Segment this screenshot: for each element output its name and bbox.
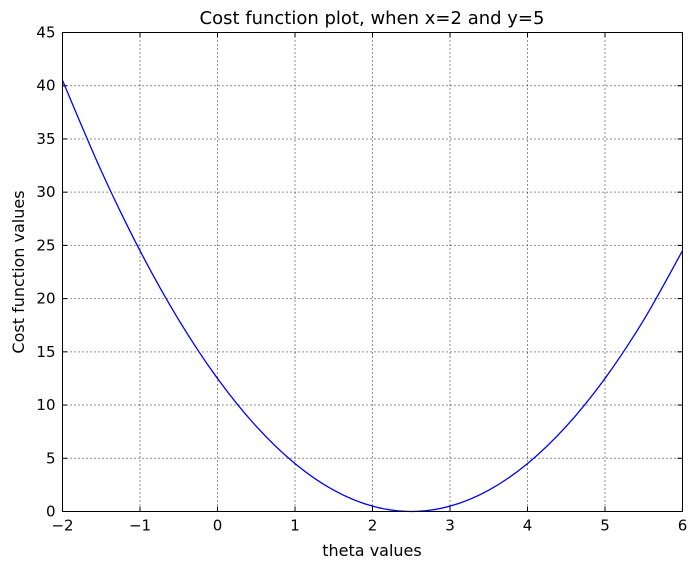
x-axis-label: theta values [322, 541, 421, 560]
x-tick-label: 5 [600, 517, 610, 535]
y-tick-label: 35 [36, 130, 55, 148]
chart-title: Cost function plot, when x=2 and y=5 [200, 8, 545, 29]
cost-curve-line [61, 80, 684, 513]
y-tick-label: 15 [36, 343, 55, 361]
axis-ticks [62, 32, 683, 512]
x-tick-label: 4 [523, 517, 533, 535]
x-tick-label: 0 [213, 517, 223, 535]
y-tick-label: 30 [36, 183, 55, 201]
x-tick-label: −1 [129, 517, 151, 535]
x-tick-label: −2 [51, 517, 73, 535]
y-axis-label: Cost function values [9, 190, 28, 353]
y-tick-label: 25 [36, 236, 55, 254]
y-tick-label: 40 [36, 77, 55, 95]
y-tick-label: 45 [36, 24, 55, 42]
x-tick-label: 1 [290, 517, 300, 535]
x-tick-labels: −2 −1 0 1 2 3 4 5 6 [51, 517, 687, 535]
y-tick-label: 0 [46, 503, 56, 521]
y-tick-label: 5 [46, 449, 56, 467]
x-tick-label: 2 [368, 517, 378, 535]
plot-frame [62, 32, 683, 512]
x-tick-label: 6 [678, 517, 688, 535]
series-layer [61, 80, 684, 513]
x-tick-label: 3 [445, 517, 455, 535]
y-tick-label: 20 [36, 290, 55, 308]
y-tick-label: 10 [36, 396, 55, 414]
grid-lines [62, 32, 683, 512]
y-tick-labels: 0 5 10 15 20 25 30 35 40 45 [36, 24, 55, 521]
